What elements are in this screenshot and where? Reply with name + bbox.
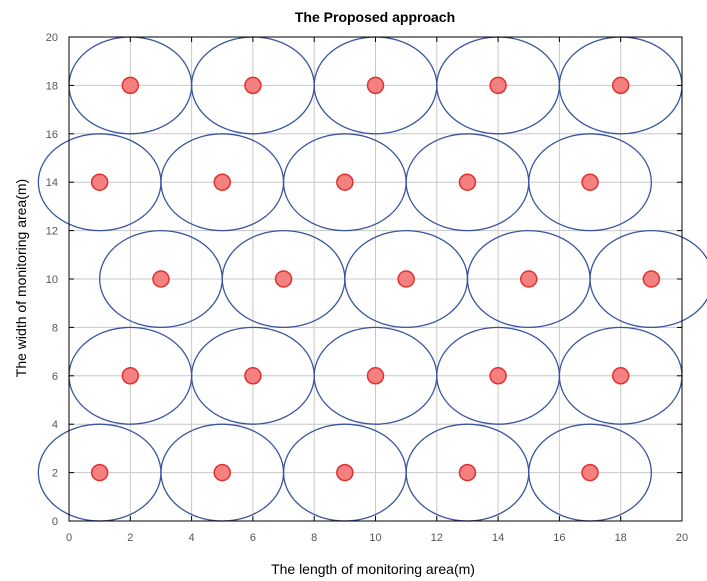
x-tick-label: 14 xyxy=(492,532,504,544)
y-tick-label: 10 xyxy=(46,274,58,286)
sensor-node xyxy=(458,173,477,191)
sensor-node xyxy=(121,76,140,95)
y-tick-label: 14 xyxy=(46,177,58,189)
x-tick-label: 20 xyxy=(676,532,688,544)
sensor-node xyxy=(121,367,140,385)
sensor-node xyxy=(489,367,507,385)
y-tick-label: 6 xyxy=(52,371,58,383)
coverage-circle xyxy=(589,229,707,329)
sensor-node xyxy=(397,270,415,288)
y-tick-label: 16 xyxy=(46,129,58,141)
y-tick-label: 12 xyxy=(46,226,58,238)
x-axis-label: The length of monitoring area(m) xyxy=(271,561,475,577)
x-tick-label: 10 xyxy=(369,532,381,544)
x-tick-label: 8 xyxy=(311,532,317,544)
x-tick-label: 2 xyxy=(127,532,133,544)
coverage-circle xyxy=(528,133,652,232)
y-tick-label: 0 xyxy=(52,516,58,528)
sensor-node xyxy=(458,463,477,482)
chart-title: The Proposed approach xyxy=(295,9,455,25)
sensor-node xyxy=(520,270,538,288)
sensor-node xyxy=(336,463,354,482)
sensor-node xyxy=(336,173,354,191)
y-tick-label: 2 xyxy=(52,468,58,480)
x-tick-label: 16 xyxy=(553,532,565,544)
sensor-node xyxy=(213,463,231,482)
sensor-node xyxy=(90,173,109,191)
y-tick-label: 4 xyxy=(52,419,58,431)
sensor-node xyxy=(152,270,170,288)
sensor-node xyxy=(366,367,385,385)
sensor-node xyxy=(581,173,599,191)
y-axis-label: The width of monitoring area(m) xyxy=(13,179,29,377)
x-tick-label: 0 xyxy=(66,532,72,544)
x-tick-label: 12 xyxy=(431,532,443,544)
sensor-node xyxy=(213,173,231,191)
x-tick-label: 6 xyxy=(250,532,256,544)
y-tick-label: 8 xyxy=(52,322,58,334)
sensor-node xyxy=(489,76,507,95)
sensor-node xyxy=(581,463,599,482)
sensor-node xyxy=(366,76,385,95)
sensor-node xyxy=(244,367,262,385)
axis-ticks: 0 2 4 6 8 10 12 14 16 18 20 0 2 4 6 8 10 12 14 16 18 20 xyxy=(46,32,688,544)
sensor-nodes xyxy=(90,76,661,482)
sensor-node xyxy=(90,463,109,482)
sensor-node xyxy=(274,270,293,288)
x-tick-label: 4 xyxy=(189,532,195,544)
sensor-node xyxy=(244,76,262,95)
sensor-node xyxy=(611,76,630,95)
sensor-node xyxy=(611,367,630,385)
sensor-node xyxy=(642,270,661,288)
x-tick-label: 18 xyxy=(615,532,627,544)
y-tick-label: 18 xyxy=(46,80,58,92)
y-tick-label: 20 xyxy=(46,32,58,44)
